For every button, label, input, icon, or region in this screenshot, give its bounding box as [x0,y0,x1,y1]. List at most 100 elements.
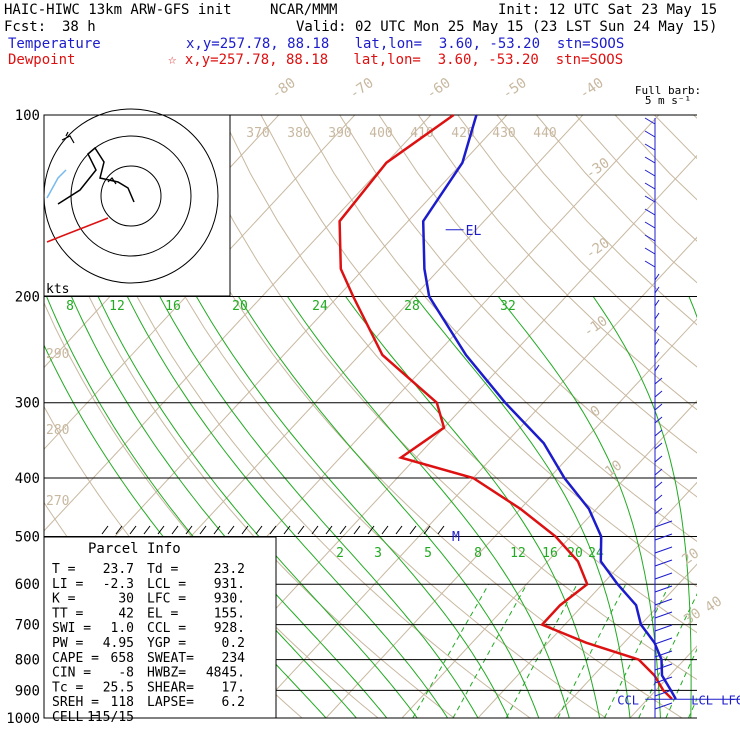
wind-barb [654,559,673,567]
theta-tick-label: 280 [46,423,69,438]
init-time: Init: 12 UTC Sat 23 May 15 [498,2,718,18]
temperature-profile-line [421,114,677,700]
wind-barb [644,221,656,229]
parcel-value: 4.95 [103,636,134,651]
parcel-label: CAPE = [52,651,99,666]
isotherm-tick-label: 30 [681,605,704,628]
mixing-ratio-label: 16 [165,299,181,314]
barb-legend-line2: 5 m s⁻¹ [645,94,691,107]
fcst-label: Fcst: [4,19,47,35]
wind-barb [654,676,673,684]
isotherm-line [325,318,697,718]
pressure-tick-label: 800 [15,653,40,669]
parcel-value: 928. [214,621,245,636]
theta-tick-label: 380 [287,126,310,141]
parcel-info-box: Parcel Info T = 23.7 Td = 23.2 LI = -2.3 LCL = 9… [43,536,277,725]
wind-barb [654,572,673,580]
mixing-ratio-label: 12 [109,299,125,314]
pressure-tick-label: 900 [15,683,40,699]
mixing-ratio-line [412,583,490,718]
hatch-mark [353,525,361,535]
parcel-label: CELL = [52,710,99,725]
hatch-mark [115,525,123,535]
mixing-ratio-label: 24 [312,299,328,314]
pressure-tick-label: 200 [15,290,40,306]
m-label: M [452,530,460,545]
parcel-value: 931. [214,577,245,592]
isotherm-tick-label: 20 [679,545,702,568]
parcel-label: LCL = [147,577,186,592]
parcel-label: YGP = [147,636,186,651]
hatch-mark [423,525,431,535]
isotherm-line [553,563,697,718]
dry-adiabat [417,115,697,411]
wind-barb [644,234,656,242]
wind-barb [654,299,660,307]
isotherm-line [629,645,697,718]
parcel-value: 4845. [206,666,245,681]
dry-adiabat [654,115,697,160]
hodograph-trace-upper [57,146,135,205]
wind-barb [654,442,663,450]
parcel-label: EL = [147,606,178,621]
pressure-tick-label: 300 [15,396,40,412]
isotherm-tick-label: -80 [269,75,299,103]
parcel-label: SHEAR= [147,680,194,695]
parcel-label: SWEAT= [147,651,194,666]
theta-tick-label: 440 [533,126,556,141]
wind-barb [644,143,656,151]
org-label: NCAR/MMM [270,2,338,18]
wind-barb [654,546,673,554]
parcel-value: 17. [222,680,245,695]
hatch-mark [171,525,179,535]
dewpoint-profile-line [338,113,673,700]
wind-barb [644,208,656,216]
moist-adiabat [287,296,570,718]
theta-tick-label: 410 [410,126,433,141]
el-label: EL [466,224,482,239]
parcel-label: CCL = [147,621,186,636]
isotherm-tick-label: 40 [702,593,725,616]
mixing-ratio-label: 2 [336,546,344,561]
dry-adiabat [457,115,697,368]
parcel-value: 23.7 [103,562,134,577]
theta-tick-label: 270 [46,494,69,509]
mixing-ratio-label: 12 [510,546,526,561]
lcl-label: LCL [691,693,713,707]
parcel-value: 23.2 [214,562,245,577]
hatch-mark [339,525,347,535]
hodograph-ring [100,165,162,227]
model-title: HAIC-HIWC 13km ARW-GFS init [4,2,232,18]
wind-barb [644,169,656,177]
parcel-value: 25.5 [103,680,134,695]
parcel-info-background [43,536,277,719]
dry-adiabat [299,115,697,542]
valid-time: Valid: 02 UTC Mon 25 May 15 (23 LST Sun … [296,19,718,35]
hatch-mark [437,525,445,535]
isotherm-tick-label: -30 [583,155,613,183]
hatch-mark [185,525,193,535]
dry-adiabat [44,181,455,718]
mixing-ratio-label: 8 [66,299,74,314]
isotherm-line [44,115,356,450]
dry-adiabat [142,115,683,718]
wind-barb [654,455,663,463]
wind-barb [654,416,663,424]
parcel-value: 6.2 [222,695,245,710]
hatch-mark [213,525,221,535]
parcel-info-title: Parcel Info [88,541,181,557]
fcst-hours: 38 h [62,19,96,35]
hodograph-marker [107,177,117,185]
dry-adiabat [614,115,697,201]
wind-barb [654,364,660,372]
parcel-label: Td = [147,562,178,577]
hatch-mark [143,525,151,535]
wind-barb [654,520,673,528]
wind-barb [654,481,663,489]
hatch-mark [157,525,165,535]
ccl-label: CCL [617,693,639,707]
parcel-label: PW = [52,636,83,651]
hatch-mark [311,525,319,535]
wind-barb [654,585,673,593]
isotherm-tick-label: -10 [581,313,611,341]
